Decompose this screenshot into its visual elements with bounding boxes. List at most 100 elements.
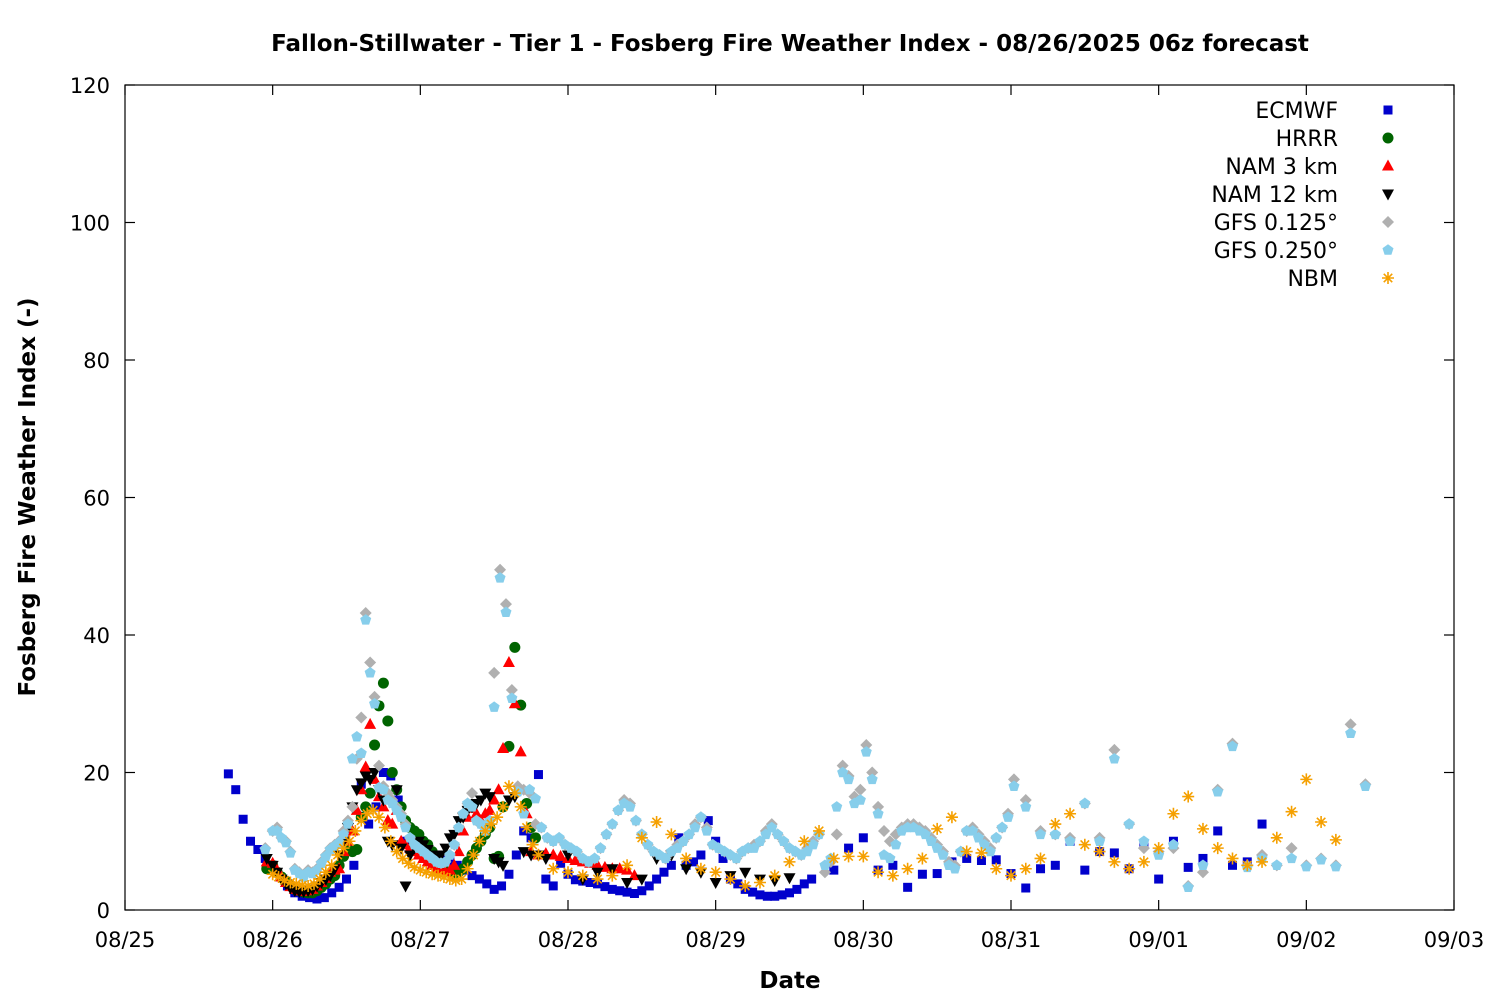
data-point-gfs-0-125 (355, 711, 368, 724)
x-tick-label: 08/25 (95, 928, 156, 952)
data-point-nbm (284, 876, 297, 889)
data-point-gfs-0-125 (860, 739, 873, 751)
data-point-ecmwf (556, 858, 566, 868)
data-point-nbm (857, 850, 870, 863)
data-point-nbm (437, 871, 450, 883)
data-point-ecmwf (585, 878, 595, 887)
data-point-gfs-0-125 (488, 666, 501, 679)
data-point-nam-12-km (539, 853, 552, 865)
data-point-nbm (473, 835, 486, 848)
data-point-gfs-0-250 (843, 773, 855, 785)
data-point-nbm (1167, 807, 1180, 820)
axis-ticks: 08/25 08/26 08/27 08/28 08/29 08/30 08/31 09/01… (70, 74, 1484, 952)
data-point-nam-12-km (680, 864, 693, 876)
data-point-nam-3-km (492, 783, 505, 795)
data-point-nbm (384, 835, 397, 848)
data-point-nam-12-km (621, 878, 634, 889)
data-point-ecmwf (548, 881, 558, 891)
data-point-gfs-0-250 (772, 828, 784, 840)
data-point-nbm (355, 814, 368, 827)
data-point-gfs-0-250 (1182, 881, 1194, 892)
data-point-gfs-0-250 (355, 747, 367, 758)
data-point-nbm (591, 873, 604, 886)
data-point-gfs-0-125 (1019, 794, 1032, 806)
data-point-gfs-0-250 (364, 667, 376, 678)
data-point-ecmwf (785, 888, 794, 898)
data-point-ecmwf (903, 882, 913, 892)
data-point-nam-12-km (403, 850, 416, 862)
y-tick-label: 80 (83, 349, 110, 373)
data-point-nbm (313, 873, 326, 886)
legend-marker-nam-3-km (1382, 159, 1394, 171)
data-point-nam-3-km (470, 807, 483, 819)
data-point-nbm (753, 876, 766, 889)
data-point-nbm (278, 874, 291, 887)
data-point-gfs-0-250 (1167, 838, 1179, 850)
data-point-nbm (547, 862, 560, 875)
data-point-ecmwf (644, 881, 654, 891)
data-point-gfs-0-250 (884, 852, 896, 864)
x-axis-label: Date (759, 968, 820, 994)
data-point-gfs-0-250 (778, 835, 790, 846)
data-point-gfs-0-125 (1007, 773, 1020, 786)
x-tick-label: 09/02 (1276, 928, 1337, 952)
data-point-nbm (1329, 833, 1342, 846)
data-point-ecmwf (1154, 874, 1164, 884)
data-point-nbm (798, 835, 811, 848)
data-point-ecmwf (829, 865, 839, 875)
data-point-gfs-0-250 (342, 818, 354, 829)
data-point-ecmwf (223, 769, 233, 779)
data-point-ecmwf (1021, 883, 1031, 893)
legend-label-hrrr: HRRR (1276, 127, 1338, 152)
data-point-ecmwf (733, 879, 743, 889)
data-point-gfs-0-250 (1064, 835, 1076, 846)
data-point-gfs-0-250 (530, 792, 542, 804)
data-point-nam-12-km (502, 795, 515, 807)
data-point-nbm (1005, 869, 1017, 882)
data-point-nbm (842, 850, 855, 863)
data-point-ecmwf (652, 874, 662, 884)
data-point-gfs-0-250 (369, 697, 381, 709)
data-point-ecmwf (615, 886, 625, 896)
data-point-nam-12-km (350, 785, 363, 797)
data-point-hrrr (509, 641, 521, 653)
data-point-gfs-0-125 (499, 598, 512, 611)
data-point-gfs-0-250 (259, 843, 271, 855)
data-point-gfs-0-250 (346, 752, 358, 764)
data-point-nbm (1093, 845, 1106, 858)
x-tick-label: 08/28 (538, 928, 599, 952)
data-point-gfs-0-250 (606, 818, 618, 829)
data-point-nbm (479, 824, 492, 837)
data-point-ecmwf (570, 875, 580, 885)
data-point-nbm (1196, 822, 1209, 835)
data-point-nbm (901, 862, 914, 875)
data-point-gfs-0-250 (1359, 780, 1371, 791)
data-point-nbm (576, 869, 589, 882)
data-point-gfs-0-250 (444, 849, 456, 860)
data-point-gfs-0-250 (506, 692, 518, 703)
data-point-gfs-0-250 (1008, 780, 1020, 791)
data-point-gfs-0-250 (594, 842, 606, 853)
data-point-ecmwf (666, 860, 676, 870)
data-point-ecmwf (858, 833, 868, 843)
data-point-gfs-0-125 (359, 607, 372, 619)
x-tick-label: 08/29 (685, 928, 746, 952)
data-point-gfs-0-125 (1285, 842, 1298, 855)
data-point-ecmwf (1183, 862, 1193, 872)
data-point-ecmwf (342, 874, 351, 884)
data-point-nbm (325, 859, 338, 872)
plot-frame (124, 84, 1455, 911)
data-point-nbm (308, 877, 321, 890)
data-point-nbm (886, 869, 899, 882)
data-point-nam-3-km (488, 793, 501, 805)
data-point-nbm (650, 816, 663, 828)
data-point-nam-12-km (266, 860, 279, 872)
data-point-gfs-0-125 (1344, 718, 1357, 731)
y-tick-label: 0 (97, 899, 110, 923)
data-point-nbm (621, 859, 634, 872)
data-point-nbm (390, 845, 403, 858)
data-point-nam-12-km (368, 768, 381, 779)
legend-marker-ecmwf (1383, 105, 1393, 115)
data-point-gfs-0-250 (284, 847, 296, 858)
